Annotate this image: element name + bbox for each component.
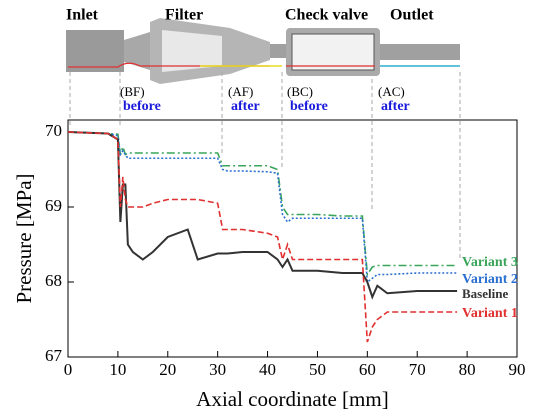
y-tick-label: 69 [45,196,62,215]
y-tick-label: 68 [45,271,62,290]
chart: InletFilterCheck valveOutlet(BF)before(A… [0,0,540,416]
outlet-pipe [380,44,460,60]
point-text: after [381,99,410,114]
point-text: before [290,99,328,114]
point-code: (AF) [228,84,253,99]
section-label: Filter [165,7,203,24]
x-tick-label: 40 [259,360,276,379]
legend-label: Baseline [462,286,508,301]
x-tick-label: 0 [64,360,73,379]
inlet-pipe [66,30,124,72]
series-line [68,132,457,342]
legend-label: Variant 1 [462,306,518,321]
pipe [270,44,286,58]
y-tick-label: 70 [45,121,62,140]
section-label: Inlet [66,7,99,24]
x-tick-label: 10 [109,360,126,379]
point-code: (BF) [120,84,145,99]
x-tick-label: 90 [509,360,526,379]
x-tick-label: 20 [159,360,176,379]
section-label: Outlet [390,7,434,24]
section-label: Check valve [285,7,368,24]
point-text: before [123,99,161,114]
point-code: (BC) [287,84,313,99]
legend-label: Variant 2 [462,272,518,287]
x-tick-label: 30 [209,360,226,379]
x-tick-label: 80 [459,360,476,379]
x-axis-label: Axial coordinate [mm] [196,387,388,411]
y-tick-label: 67 [45,346,63,365]
point-text: after [231,99,260,114]
x-tick-label: 60 [359,360,376,379]
y-axis-label: Pressure [MPa] [12,173,36,303]
x-tick-label: 50 [309,360,326,379]
plot-frame [68,120,517,357]
point-code: (AC) [378,84,405,99]
x-tick-label: 70 [409,360,426,379]
valve-core [292,34,374,70]
schematic [66,18,460,84]
page: {"chart_data": { "type": "line", "sectio… [0,0,540,416]
legend-label: Variant 3 [462,255,518,270]
